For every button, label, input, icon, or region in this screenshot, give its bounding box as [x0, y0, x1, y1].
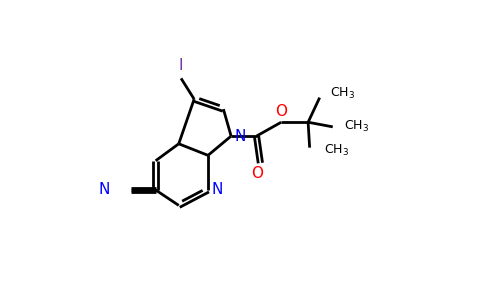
Text: O: O [251, 166, 263, 181]
Text: CH$_3$: CH$_3$ [323, 142, 348, 158]
Text: I: I [179, 58, 183, 73]
Text: N: N [98, 182, 109, 197]
Text: O: O [275, 104, 287, 119]
Text: N: N [211, 182, 223, 197]
Text: CH$_3$: CH$_3$ [344, 119, 369, 134]
Text: CH$_3$: CH$_3$ [330, 86, 355, 101]
Text: N: N [234, 129, 245, 144]
